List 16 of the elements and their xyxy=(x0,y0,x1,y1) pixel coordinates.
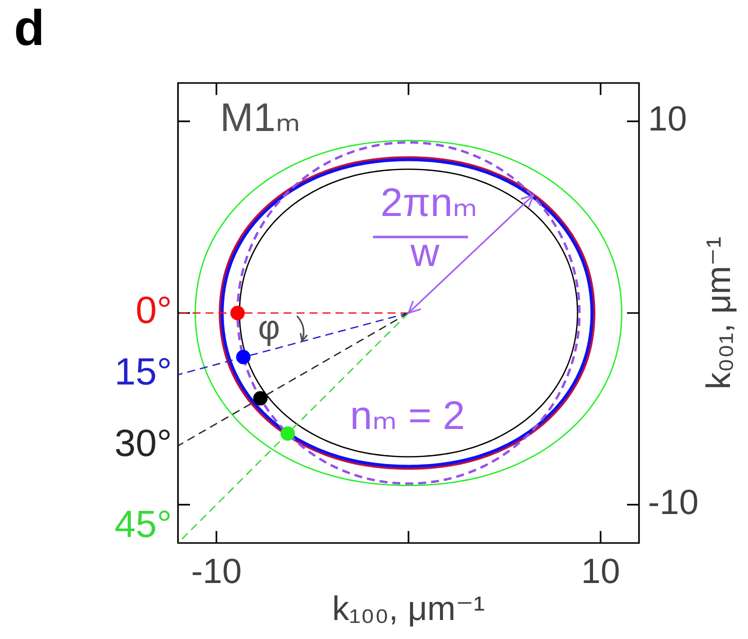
y-axis-title: k₀₀₁, μm⁻¹ xyxy=(700,236,738,390)
series-label: 15° xyxy=(114,352,172,394)
annotation: 2πnₘ xyxy=(380,181,478,225)
point xyxy=(280,426,295,441)
annotation: w xyxy=(410,231,440,275)
series-label: 45° xyxy=(114,504,172,546)
annotation: M1ₘ xyxy=(220,96,300,140)
series-label: 0° xyxy=(136,290,172,332)
annotation: nₘ = 2 xyxy=(350,394,465,438)
series-label: 30° xyxy=(114,422,172,465)
text: d xyxy=(14,0,45,56)
point xyxy=(253,391,268,406)
annotation: φ xyxy=(258,309,280,347)
x-axis-title: k₁₀₀, μm⁻¹ xyxy=(332,590,485,628)
point xyxy=(230,306,245,320)
point xyxy=(236,350,251,364)
